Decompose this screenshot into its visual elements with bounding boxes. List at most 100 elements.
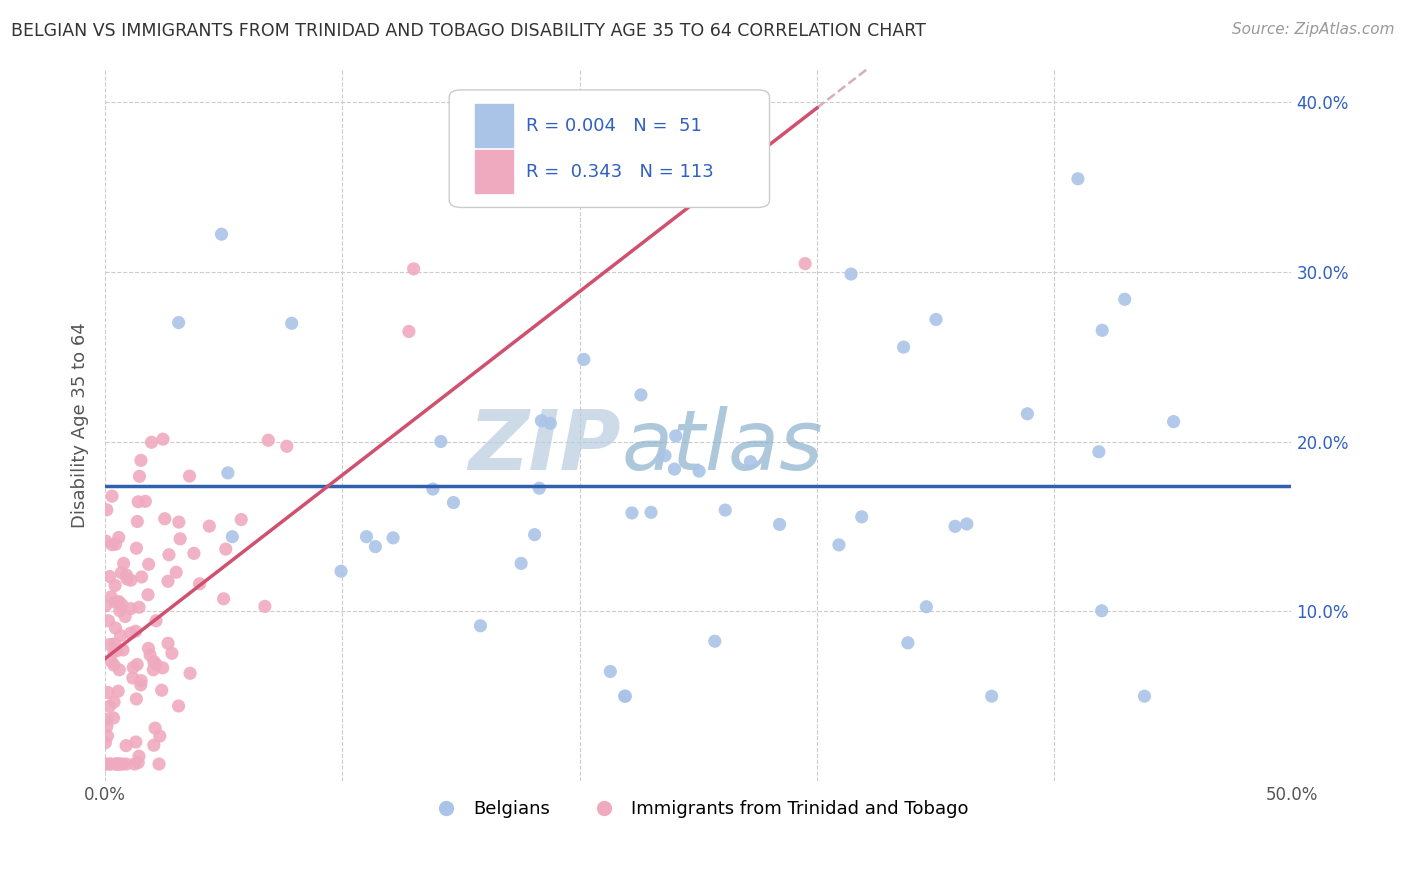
Point — [198, 519, 221, 533]
Point — [142, 655, 165, 669]
Text: Source: ZipAtlas.com: Source: ZipAtlas.com — [1232, 22, 1395, 37]
Point — [124, 624, 146, 639]
Point — [100, 654, 122, 668]
Point — [96, 712, 118, 726]
Point — [110, 566, 132, 580]
Point — [167, 698, 190, 713]
Point — [127, 495, 149, 509]
Point — [142, 663, 165, 677]
Point — [97, 685, 120, 699]
Point — [630, 388, 652, 402]
Point — [124, 757, 146, 772]
Point — [523, 527, 546, 541]
Point — [98, 569, 121, 583]
Point — [530, 414, 553, 428]
Point — [893, 340, 915, 354]
Point — [127, 657, 149, 672]
Point — [839, 267, 862, 281]
Point — [108, 663, 131, 677]
Point — [94, 736, 117, 750]
Point — [1088, 444, 1111, 458]
Point — [153, 512, 176, 526]
Point — [664, 462, 686, 476]
Point — [125, 735, 148, 749]
Point — [110, 757, 132, 772]
Point — [915, 599, 938, 614]
Point — [980, 689, 1002, 703]
Point — [138, 558, 160, 572]
Point — [165, 566, 187, 580]
Point — [257, 434, 280, 448]
Point — [128, 749, 150, 764]
Point — [422, 482, 444, 496]
Point — [794, 257, 817, 271]
Point — [94, 599, 117, 613]
Point — [217, 466, 239, 480]
Point — [188, 577, 211, 591]
Point — [599, 665, 621, 679]
Text: BELGIAN VS IMMIGRANTS FROM TRINIDAD AND TOBAGO DISABILITY AGE 35 TO 64 CORRELATI: BELGIAN VS IMMIGRANTS FROM TRINIDAD AND … — [11, 22, 927, 40]
Point — [152, 661, 174, 675]
Text: R = 0.004   N =  51: R = 0.004 N = 51 — [526, 117, 702, 135]
Point — [211, 227, 233, 242]
Point — [179, 469, 201, 483]
Point — [143, 721, 166, 735]
Point — [398, 325, 420, 339]
Point — [96, 503, 118, 517]
Point — [152, 432, 174, 446]
Point — [1067, 171, 1090, 186]
Text: atlas: atlas — [621, 406, 823, 487]
Point — [179, 666, 201, 681]
Point — [107, 594, 129, 608]
Point — [167, 316, 190, 330]
Point — [111, 643, 134, 657]
Point — [364, 540, 387, 554]
Point — [145, 614, 167, 628]
Point — [160, 646, 183, 660]
Point — [330, 564, 353, 578]
Point — [613, 689, 636, 703]
Point — [128, 600, 150, 615]
Point — [115, 739, 138, 753]
Point — [1163, 415, 1185, 429]
Point — [107, 757, 129, 772]
Point — [104, 578, 127, 592]
Point — [129, 453, 152, 467]
Point — [111, 757, 134, 772]
Point — [104, 595, 127, 609]
Point — [402, 261, 425, 276]
Point — [96, 729, 118, 743]
Point — [138, 641, 160, 656]
FancyBboxPatch shape — [475, 104, 513, 147]
Point — [529, 481, 551, 495]
Point — [120, 601, 142, 615]
Point — [125, 692, 148, 706]
Point — [121, 671, 143, 685]
Point — [94, 757, 117, 772]
Point — [96, 719, 118, 733]
Point — [145, 657, 167, 671]
Legend: Belgians, Immigrants from Trinidad and Tobago: Belgians, Immigrants from Trinidad and T… — [420, 793, 976, 825]
Point — [356, 530, 378, 544]
Point — [943, 519, 966, 533]
Point — [115, 568, 138, 582]
Point — [112, 557, 135, 571]
Point — [443, 495, 465, 509]
Point — [740, 455, 762, 469]
Point — [620, 506, 643, 520]
Text: R =  0.343   N = 113: R = 0.343 N = 113 — [526, 163, 714, 181]
Point — [221, 530, 243, 544]
Point — [215, 542, 238, 557]
Point — [115, 757, 138, 772]
Point — [105, 757, 128, 772]
Point — [212, 591, 235, 606]
FancyBboxPatch shape — [475, 151, 513, 194]
Point — [703, 634, 725, 648]
Point — [640, 505, 662, 519]
Point — [94, 757, 117, 772]
Point — [114, 609, 136, 624]
Point — [98, 638, 121, 652]
Point — [104, 637, 127, 651]
Text: ZIP: ZIP — [468, 406, 621, 487]
Point — [183, 546, 205, 560]
